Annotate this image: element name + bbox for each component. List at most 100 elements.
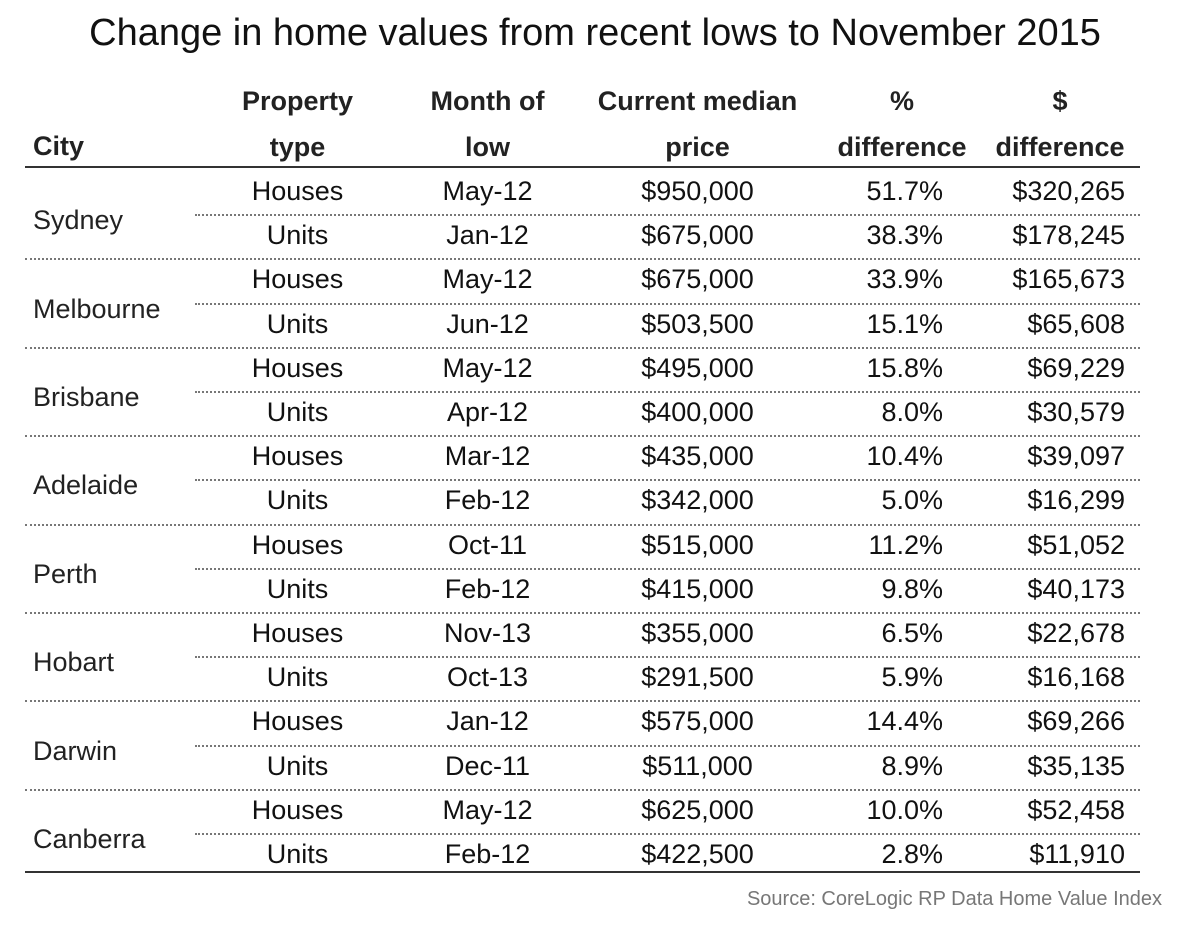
cell-type-hobart-units: Units: [266, 662, 329, 693]
header-month-line1: Month of: [430, 86, 545, 116]
cell-price-canberra-houses: $625,000: [641, 794, 754, 825]
cell-type-hobart-houses: Houses: [251, 618, 344, 648]
city-label-perth: Perth: [33, 558, 98, 589]
cell-price-perth-units: $415,000: [641, 573, 754, 604]
city-label-melbourne: Melbourne: [33, 293, 161, 324]
cell-price-sydney-units: $675,000: [641, 220, 754, 251]
cell-month-perth-houses: Oct-11: [447, 529, 528, 560]
row-divider: [195, 833, 1140, 835]
cell-month-adelaide-units: Feb-12: [444, 485, 531, 516]
row-divider: [195, 744, 1140, 747]
group-divider: [25, 346, 1140, 349]
header-diff-line1: $: [1052, 86, 1068, 116]
cell-month-canberra-houses: May-12: [442, 794, 533, 825]
cell-month-hobart-units: Oct-13: [446, 662, 529, 693]
chart-title: Change in home values from recent lows t…: [89, 12, 1101, 54]
row-divider: [195, 302, 1140, 305]
cell-diff-melbourne-houses: $165,673: [1012, 264, 1125, 295]
cell-type-canberra-units: Units: [266, 839, 329, 869]
header-current-median-price: Current median price: [580, 85, 815, 163]
row-divider: [195, 391, 1140, 393]
cell-price-adelaide-houses: $435,000: [641, 441, 754, 472]
header-pct-difference: % difference: [828, 85, 976, 163]
cell-price-melbourne-houses: $675,000: [641, 264, 754, 295]
row-divider: [195, 656, 1140, 659]
header-property-type-line2: type: [269, 132, 326, 162]
cell-price-hobart-units: $291,500: [641, 662, 754, 693]
cell-pct-hobart-units: 5.9%: [881, 662, 943, 693]
cell-type-darwin-units: Units: [266, 750, 329, 781]
cell-pct-adelaide-houses: 10.4%: [866, 441, 943, 472]
cell-month-adelaide-houses: Mar-12: [444, 441, 531, 472]
cell-price-brisbane-houses: $495,000: [641, 352, 754, 383]
header-month-line2: low: [465, 132, 510, 162]
city-label-sydney: Sydney: [33, 205, 124, 236]
cell-type-adelaide-houses: Houses: [251, 441, 344, 472]
cell-pct-brisbane-houses: 15.8%: [866, 352, 943, 383]
cell-month-darwin-units: Dec-11: [444, 750, 531, 781]
cell-month-canberra-units: Feb-12: [444, 839, 531, 869]
cell-type-sydney-units: Units: [266, 220, 329, 251]
cell-diff-canberra-units: $11,910: [1029, 839, 1125, 869]
header-price-line2: price: [665, 132, 730, 162]
cell-pct-brisbane-units: 8.0%: [881, 397, 943, 427]
cell-month-hobart-houses: Nov-13: [443, 618, 532, 648]
cell-type-canberra-houses: Houses: [251, 794, 344, 825]
group-divider: [25, 258, 1140, 261]
cell-month-melbourne-houses: May-12: [442, 264, 533, 295]
cell-pct-melbourne-units: 15.1%: [866, 308, 943, 339]
cell-pct-perth-houses: 11.2%: [868, 529, 943, 560]
header-month-of-low: Month of low: [405, 85, 570, 163]
cell-pct-sydney-houses: 51.7%: [866, 176, 943, 206]
cell-diff-hobart-houses: $22,678: [1027, 618, 1125, 648]
header-rule: [25, 166, 1140, 168]
header-property-type-line1: Property: [241, 86, 354, 116]
cell-price-perth-houses: $515,000: [641, 529, 754, 560]
cell-type-brisbane-houses: Houses: [251, 352, 344, 383]
header-city: City: [33, 131, 85, 161]
cell-month-darwin-houses: Jan-12: [446, 706, 529, 737]
city-label-canberra: Canberra: [33, 824, 146, 854]
cell-price-brisbane-units: $400,000: [641, 397, 754, 427]
cell-pct-sydney-units: 38.3%: [866, 220, 943, 251]
header-property-type: Property type: [210, 85, 385, 163]
cell-type-perth-units: Units: [266, 573, 329, 604]
cell-type-sydney-houses: Houses: [251, 176, 344, 206]
city-label-hobart: Hobart: [33, 647, 115, 678]
cell-diff-melbourne-units: $65,608: [1027, 308, 1125, 339]
header-diff-line2: difference: [995, 132, 1125, 162]
cell-type-melbourne-houses: Houses: [251, 264, 344, 295]
header-dollar-difference: $ difference: [985, 85, 1135, 163]
cell-diff-sydney-units: $178,245: [1012, 220, 1125, 251]
cell-diff-canberra-houses: $52,458: [1027, 794, 1125, 825]
header-pct-line1: %: [889, 86, 914, 116]
source-note: Source: CoreLogic RP Data Home Value Ind…: [746, 888, 1162, 910]
cell-month-perth-units: Feb-12: [444, 573, 531, 604]
cell-price-canberra-units: $422,500: [641, 839, 754, 869]
cell-diff-perth-units: $40,173: [1027, 573, 1125, 604]
city-label-brisbane: Brisbane: [33, 382, 140, 412]
cell-diff-hobart-units: $16,168: [1027, 662, 1125, 693]
cell-diff-perth-houses: $51,052: [1027, 529, 1125, 560]
cell-diff-brisbane-units: $30,579: [1027, 397, 1125, 427]
group-divider: [25, 788, 1140, 791]
header-pct-line2: difference: [837, 132, 967, 162]
cell-pct-canberra-houses: 10.0%: [866, 794, 943, 825]
cell-month-brisbane-houses: May-12: [442, 352, 533, 383]
cell-month-sydney-units: Jan-12: [446, 220, 529, 251]
cell-type-brisbane-units: Units: [266, 397, 329, 427]
bottom-rule: [25, 871, 1140, 873]
cell-diff-darwin-units: $35,135: [1027, 750, 1125, 781]
cell-price-melbourne-units: $503,500: [641, 308, 754, 339]
cell-type-darwin-houses: Houses: [251, 706, 344, 737]
header-price-line1: Current median: [597, 86, 798, 116]
cell-type-perth-houses: Houses: [251, 529, 344, 560]
cell-pct-hobart-houses: 6.5%: [881, 618, 943, 648]
cell-pct-adelaide-units: 5.0%: [881, 485, 943, 516]
cell-type-adelaide-units: Units: [266, 485, 329, 516]
cell-pct-darwin-units: 8.9%: [881, 750, 943, 781]
cell-price-adelaide-units: $342,000: [641, 485, 754, 516]
cell-diff-sydney-houses: $320,265: [1012, 176, 1125, 206]
cell-type-melbourne-units: Units: [266, 308, 329, 339]
cell-pct-melbourne-houses: 33.9%: [866, 264, 943, 295]
